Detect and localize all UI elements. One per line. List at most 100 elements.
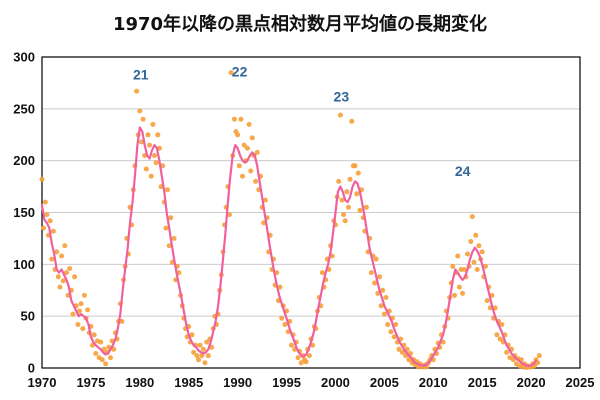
y-tick-label: 0 (28, 361, 35, 376)
y-tick-label: 300 (13, 50, 35, 65)
scatter-point (81, 292, 87, 298)
scatter-point (72, 274, 78, 280)
scatter-point (536, 353, 542, 359)
scatter-point (204, 339, 210, 345)
scatter-point (196, 357, 201, 363)
scatter-point (189, 332, 195, 338)
x-tick-label: 2010 (419, 375, 448, 390)
scatter-point (108, 355, 113, 361)
scatter-point (44, 212, 50, 218)
scatter-point (336, 178, 342, 184)
scatter-point (352, 163, 358, 169)
scatter-point (355, 170, 361, 176)
scatter-point (246, 121, 252, 127)
scatter-point (93, 351, 99, 356)
scatter-point (253, 178, 259, 184)
scatter-point (349, 118, 355, 124)
scatter-point (339, 197, 345, 203)
scatter-point (228, 70, 234, 76)
scatter-point (455, 253, 461, 259)
scatter-point (50, 228, 56, 234)
scatter-point (39, 176, 45, 182)
scatter-point (59, 253, 65, 259)
y-tick-label: 200 (13, 153, 35, 168)
scatter-point (54, 249, 60, 255)
scatter-point (148, 173, 154, 179)
scatter-point (399, 349, 405, 355)
scatter-point (168, 215, 174, 221)
scatter-point (373, 256, 379, 262)
x-tick-label: 1985 (174, 375, 203, 390)
scatter-point (194, 353, 200, 359)
scatter-point (49, 256, 55, 262)
scatter-point (461, 267, 467, 272)
scatter-point (98, 339, 104, 345)
scatter-point (377, 274, 382, 280)
scatter-point (396, 346, 402, 352)
scatter-point (139, 139, 144, 145)
x-tick-label: 1990 (223, 375, 252, 390)
scatter-point (57, 284, 63, 290)
scatter-point (499, 322, 505, 327)
scatter-point (137, 108, 143, 114)
x-tick-label: 1975 (76, 375, 105, 390)
x-tick-label: 2005 (370, 375, 399, 390)
scatter-point (202, 360, 208, 366)
x-tick-label: 1980 (125, 375, 154, 390)
scatter-point (450, 263, 456, 269)
x-tick-label: 1995 (272, 375, 301, 390)
scatter-point (354, 191, 360, 197)
scatter-point (99, 357, 105, 363)
scatter-point (165, 187, 170, 193)
scatter-point (319, 270, 325, 276)
y-tick-label: 150 (13, 205, 35, 220)
x-tick-label: 2025 (566, 375, 595, 390)
scatter-point (197, 342, 203, 348)
scatter-point (78, 301, 84, 307)
y-tick-label: 100 (13, 257, 35, 272)
scatter-point (497, 336, 503, 342)
scatter-point (383, 295, 389, 300)
scatter-point (64, 270, 69, 276)
scatter-point (150, 121, 156, 127)
scatter-point (381, 311, 387, 317)
scatter-point (55, 274, 61, 280)
scatter-point (363, 204, 369, 210)
scatter-point (337, 112, 343, 118)
scatter-point (155, 132, 161, 138)
scatter-point (67, 266, 73, 271)
scatter-point (91, 332, 97, 338)
scatter-point (341, 212, 347, 218)
scatter-point (244, 145, 250, 151)
scatter-point (119, 318, 125, 324)
scatter-point (460, 290, 466, 296)
scatter-point (147, 142, 153, 148)
x-tick-label: 2000 (321, 375, 350, 390)
scatter-point (80, 326, 86, 332)
scatter-point (163, 225, 169, 231)
scatter-point (262, 197, 268, 203)
scatter-point (357, 207, 363, 213)
scatter-point (191, 349, 197, 355)
scatter-point (456, 284, 462, 290)
scatter-point (248, 168, 254, 174)
scatter-point (372, 280, 378, 286)
scatter-point (388, 329, 394, 335)
scatter-point (347, 176, 353, 182)
scatter-point (134, 88, 140, 94)
cycle-number-label: 24 (455, 163, 471, 179)
scatter-point (140, 116, 146, 122)
scatter-point (145, 132, 151, 138)
scatter-point (171, 235, 177, 241)
scatter-point (279, 315, 285, 321)
scatter-point (70, 311, 76, 317)
scatter-point (249, 135, 255, 141)
cycle-number-label: 23 (334, 88, 350, 104)
scatter-point (295, 355, 301, 361)
cycle-number-label: 21 (133, 67, 149, 83)
scatter-point (241, 142, 247, 148)
scatter-point (236, 163, 242, 169)
cycle-number-label: 22 (232, 64, 248, 80)
